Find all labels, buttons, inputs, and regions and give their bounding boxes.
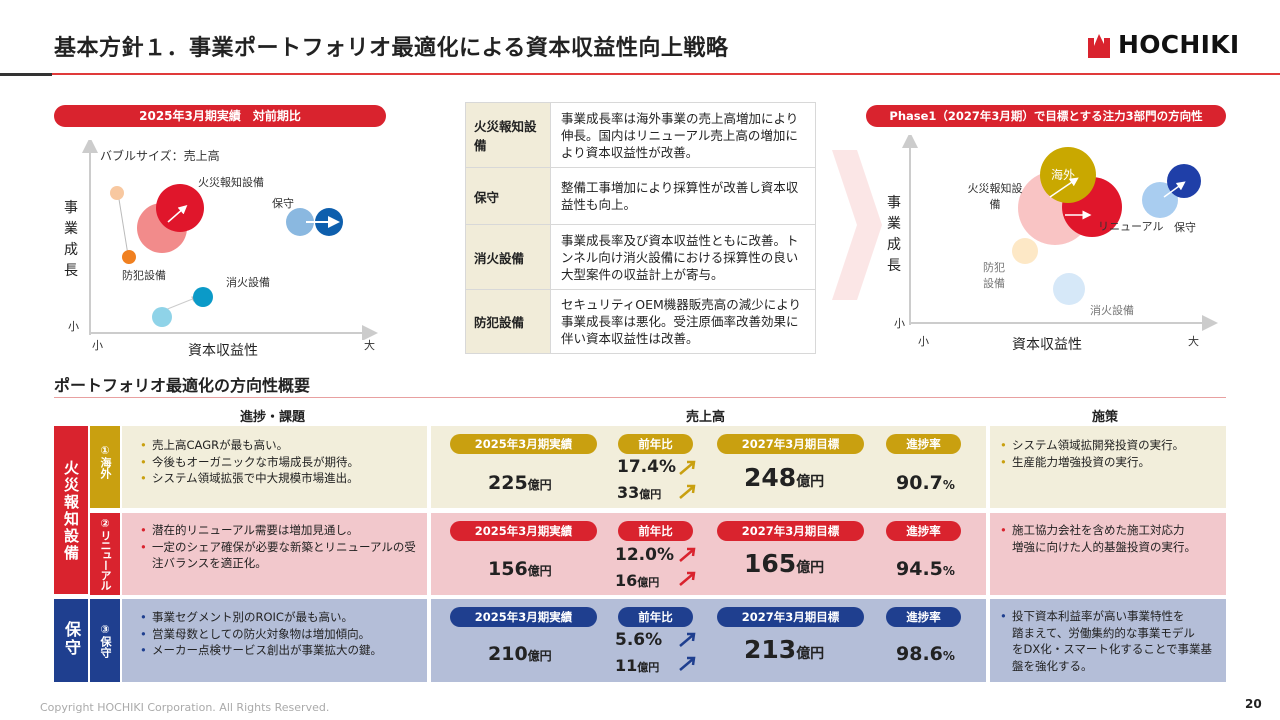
hochiki-flame-icon <box>1088 34 1110 58</box>
label-overseas: 海外 <box>1051 168 1076 182</box>
left-chart-title: 2025年3月期実績 対前期比 <box>54 105 386 127</box>
label-crime-right: 防犯設備 <box>983 261 1005 290</box>
label-maint-right: 保守 <box>1174 221 1196 234</box>
label-extin-right: 消火設備 <box>1090 304 1134 317</box>
trend-up-arrow-icon <box>679 632 696 671</box>
right-chart-title: Phase1（2027年3月期）で目標とする注力3部門の方向性 <box>866 105 1226 127</box>
label-crime: 防犯設備 <box>122 269 166 282</box>
header-measures: 施策 <box>1092 410 1119 425</box>
row-tag-renewal: ② リニューアル <box>90 513 120 595</box>
row2-rate: 94.5% <box>896 558 955 580</box>
row1-yoy-amt: 33億円 <box>617 483 662 502</box>
trend-up-arrow-icon <box>679 547 696 586</box>
row2-target: 165億円 <box>744 549 825 578</box>
bubble-size-note: バブルサイズ：売上高 <box>100 149 220 163</box>
crime-2024-bubble <box>110 186 124 200</box>
row3-measures: • 投下資本利益率が高い事業特性を 踏まえて、労働集約的な事業モデル をDX化・ス… <box>1000 609 1213 673</box>
maint-target-bubble <box>1167 164 1201 198</box>
crime-2025-bubble <box>122 250 136 264</box>
segment-comment-table: 火災報知設備 事業成長率は海外事業の売上高増加により伸長。国内はリニューアル売上高… <box>465 102 816 354</box>
maint-target-bubble-light <box>1142 182 1178 218</box>
row1-yoy-pct: 17.4% <box>617 457 676 477</box>
row3-actual: 210億円 <box>488 643 552 665</box>
group-maintenance: 保守 <box>54 599 88 682</box>
extin-2025-bubble <box>193 287 213 307</box>
right-x-axis-label: 資本収益性 <box>1012 337 1082 353</box>
overview-header-line <box>54 397 1226 398</box>
row1-measures: • システム領域拡開発投資の実行。 • 生産能力増強投資の実行。 <box>1000 438 1185 469</box>
fire-2025-bubble <box>156 184 204 232</box>
right-bubble-chart <box>902 135 1218 331</box>
row3-target: 213億円 <box>744 635 825 664</box>
row3-rate: 98.6% <box>896 643 955 665</box>
row1-actual: 225億円 <box>488 472 552 494</box>
row3-bullets: • 事業セグメント別のROICが最も高い。 • 営業母数としての防火対象物は増加傾向… <box>140 610 382 657</box>
header-divider-accent <box>0 73 52 76</box>
trend-up-arrow-icon <box>679 460 696 499</box>
left-x-axis-label: 資本収益性 <box>188 343 258 359</box>
header-sales: 売上高 <box>686 410 726 425</box>
page-title: 基本方針１．事業ポートフォリオ最適化による資本収益性向上戦略 <box>54 36 729 61</box>
page-number: 20 <box>1245 697 1262 711</box>
left-y-axis-label: 事業成長 <box>64 200 78 279</box>
row2-yoy-pct: 12.0% <box>615 545 674 565</box>
overseas-target-bubble <box>1040 147 1096 203</box>
label-fire-right: 火災報知設備 <box>967 182 1023 211</box>
row2-actual: 156億円 <box>488 558 552 580</box>
row3-yoy-pct: 5.6% <box>615 630 663 650</box>
header-divider <box>0 73 1280 75</box>
group-fire-alarm: 火災報知設備 <box>54 426 88 594</box>
right-y-axis-label: 事業成長 <box>887 195 901 274</box>
row2-yoy-amt: 16億円 <box>615 571 660 590</box>
label-maint: 保守 <box>272 197 294 210</box>
row1-target: 248億円 <box>744 463 825 492</box>
row1-rate: 90.7% <box>896 472 955 494</box>
maint-2024-bubble <box>286 208 314 236</box>
left-bubble-chart <box>82 140 378 340</box>
row2-bullets: • 潜在的リニューアル需要は増加見通し。 • 一定のシェア確保が必要な新築とリニュー… <box>140 523 416 570</box>
label-extin: 消火設備 <box>226 276 270 289</box>
row3-yoy-amt: 11億円 <box>615 656 660 675</box>
label-renewal: リニューアル <box>1098 220 1164 233</box>
crime-target-bubble <box>1012 238 1038 264</box>
header-progress: 進捗・課題 <box>240 410 306 425</box>
label-fire: 火災報知設備 <box>198 176 264 189</box>
extin-target-bubble <box>1053 273 1085 305</box>
row-tag-maint: ③ 保守 <box>90 599 120 682</box>
company-logo: HOCHIKI <box>1086 28 1240 60</box>
row1-bullets: • 売上高CAGRが最も高い。 • 今後もオーガニックな市場成長が期待。 • システム… <box>140 438 359 485</box>
extin-2024-bubble <box>152 307 172 327</box>
overview-title: ポートフォリオ最適化の方向性概要 <box>54 376 311 395</box>
row2-measures: • 施工協力会社を含めた施工対応力 増強に向けた人的基盤投資の実行。 <box>1000 523 1196 554</box>
chevron-right-icon <box>832 150 882 300</box>
row-tag-overseas: ① 海外 <box>90 426 120 508</box>
copyright: Copyright HOCHIKI Corporation. All Right… <box>40 701 330 714</box>
